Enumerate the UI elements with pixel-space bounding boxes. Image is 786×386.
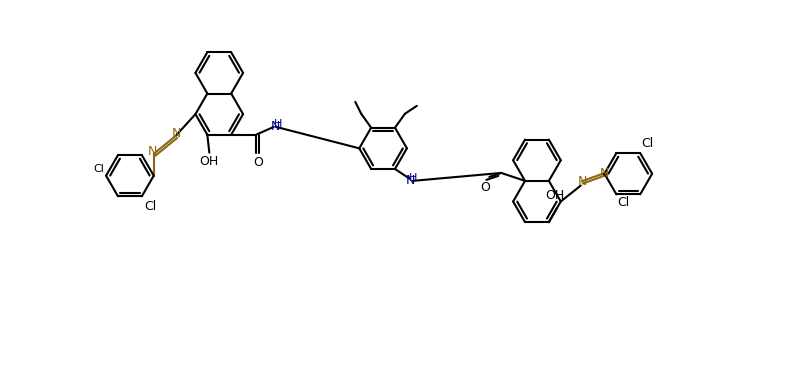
Text: Cl: Cl (144, 200, 156, 213)
Text: OH: OH (545, 189, 564, 202)
Text: Cl: Cl (617, 196, 630, 209)
Text: N: N (271, 120, 281, 133)
Text: O: O (253, 156, 263, 169)
Text: N: N (600, 167, 609, 180)
Text: N: N (172, 127, 182, 141)
Text: H: H (409, 173, 417, 183)
Text: Cl: Cl (641, 137, 653, 150)
Text: Cl: Cl (94, 164, 104, 174)
Text: N: N (578, 175, 587, 188)
Text: OH: OH (200, 155, 219, 168)
Text: H: H (274, 119, 282, 129)
Text: O: O (480, 181, 490, 194)
Text: N: N (148, 146, 157, 158)
Text: N: N (406, 174, 416, 187)
